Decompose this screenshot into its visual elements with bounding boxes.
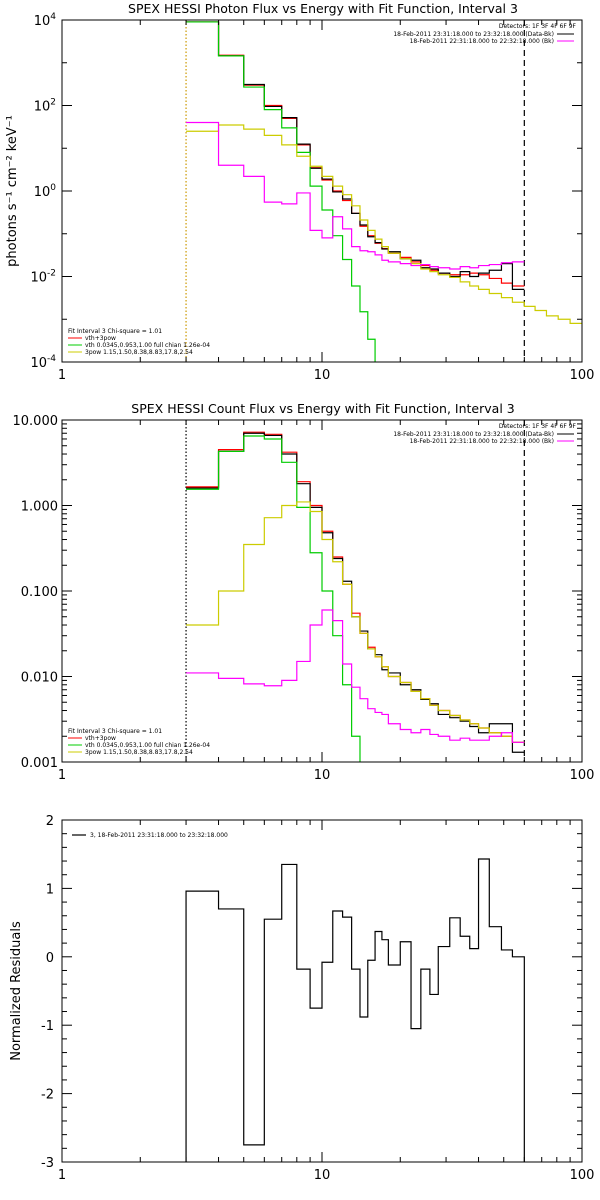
residuals-panel: 1 10 100 -3 -2 -1 0 1 2 Normalized Residuals 3, 18… bbox=[9, 814, 594, 1183]
series-data bbox=[186, 21, 525, 290]
legend-entry: Fit Interval 3 Chi-square = 1.01 bbox=[68, 728, 162, 735]
legend-entry: 18-Feb-2011 22:31:18.000 to 22:32:18.000… bbox=[410, 438, 554, 445]
y-tick-label: 1.000 bbox=[21, 500, 58, 515]
legend-entry: 18-Feb-2011 23:31:18.000 to 23:32:18.000… bbox=[393, 31, 554, 38]
series-vth bbox=[186, 21, 376, 362]
detectors-label: Detectors: 1F 3F 4F 6F 9F bbox=[499, 23, 577, 30]
y-tick-label: 100 bbox=[34, 183, 57, 200]
series-data bbox=[186, 432, 525, 753]
photon-plot-area: 1 10 100 10-4 10-2 100 102 104 photons s⁻¹ cm⁻² … bbox=[5, 12, 594, 383]
legend-entry: vth 0.0345,0.953,1.00 full chian 1.26e-0… bbox=[85, 342, 210, 349]
series-residuals bbox=[185, 858, 525, 1162]
series-vth-3pow bbox=[186, 431, 525, 743]
legend-entry: 18-Feb-2011 22:31:18.000 to 22:32:18.000… bbox=[410, 38, 554, 45]
y-tick-label: 0 bbox=[46, 951, 54, 966]
series-bk bbox=[186, 609, 525, 743]
y-tick-label: 0.001 bbox=[21, 756, 58, 771]
legend-entry: Fit Interval 3 Chi-square = 1.01 bbox=[68, 328, 162, 335]
y-tick-label: 104 bbox=[34, 12, 57, 29]
legend-entry: 3pow 1.15,1.50,8.38,8.83,17.8,2.54 bbox=[85, 749, 193, 756]
y-tick-label: 1 bbox=[46, 882, 54, 897]
series-bk bbox=[186, 121, 525, 270]
y-axis-label: Normalized Residuals bbox=[9, 921, 24, 1061]
x-tick-label: 10 bbox=[314, 1168, 331, 1183]
count-plot-area: 1 10 100 0.001 0.010 0.100 1.000 10.000 Detector… bbox=[13, 414, 595, 783]
legend-entry: vth+3pow bbox=[85, 735, 116, 742]
y-tick-label: -1 bbox=[41, 1019, 54, 1034]
y-tick-label: 10-4 bbox=[30, 354, 56, 371]
residuals-plot-area: 1 10 100 -3 -2 -1 0 1 2 Normalized Residuals 3, 18… bbox=[9, 814, 594, 1183]
legend-entry: 3pow 1.15,1.50,8.38,8.83,17.8,2.54 bbox=[85, 349, 193, 356]
x-tick-label: 100 bbox=[570, 768, 595, 783]
series-3pow bbox=[186, 501, 525, 743]
photon-flux-panel: SPEX HESSI Photon Flux vs Energy with Fi… bbox=[5, 1, 594, 383]
photon-chart-title: SPEX HESSI Photon Flux vs Energy with Fi… bbox=[128, 1, 518, 16]
x-tick-label: 1 bbox=[58, 768, 66, 783]
legend-entry: 3, 18-Feb-2011 23:31:18.000 to 23:32:18.… bbox=[90, 832, 228, 839]
x-tick-label: 100 bbox=[570, 1168, 595, 1183]
y-tick-label: 10.000 bbox=[13, 414, 59, 429]
x-tick-label: 10 bbox=[314, 768, 331, 783]
x-tick-label: 1 bbox=[58, 1168, 66, 1183]
y-tick-label: 102 bbox=[34, 98, 56, 115]
legend-entry: vth+3pow bbox=[85, 335, 116, 342]
y-axis-label: photons s⁻¹ cm⁻² keV⁻¹ bbox=[5, 115, 20, 267]
y-tick-label: 0.010 bbox=[21, 671, 58, 686]
y-tick-label: 10-2 bbox=[30, 269, 56, 286]
y-tick-label: 2 bbox=[46, 814, 54, 829]
legend-entry: vth 0.0345,0.953,1.00 full chian 1.26e-0… bbox=[85, 742, 210, 749]
y-tick-label: 0.100 bbox=[21, 585, 58, 600]
series-vth bbox=[186, 435, 361, 762]
count-flux-panel: SPEX HESSI Count Flux vs Energy with Fit… bbox=[13, 401, 595, 783]
x-tick-label: 100 bbox=[570, 368, 595, 383]
detectors-label: Detectors: 1F 3F 4F 6F 9F bbox=[499, 423, 577, 430]
y-tick-label: -3 bbox=[41, 1156, 54, 1171]
series-3pow bbox=[186, 124, 582, 324]
count-chart-title: SPEX HESSI Count Flux vs Energy with Fit… bbox=[131, 401, 514, 416]
x-tick-label: 1 bbox=[58, 368, 66, 383]
y-tick-label: -2 bbox=[41, 1088, 54, 1103]
x-tick-label: 10 bbox=[314, 368, 331, 383]
legend-entry: 18-Feb-2011 23:31:18.000 to 23:32:18.000… bbox=[393, 431, 554, 438]
